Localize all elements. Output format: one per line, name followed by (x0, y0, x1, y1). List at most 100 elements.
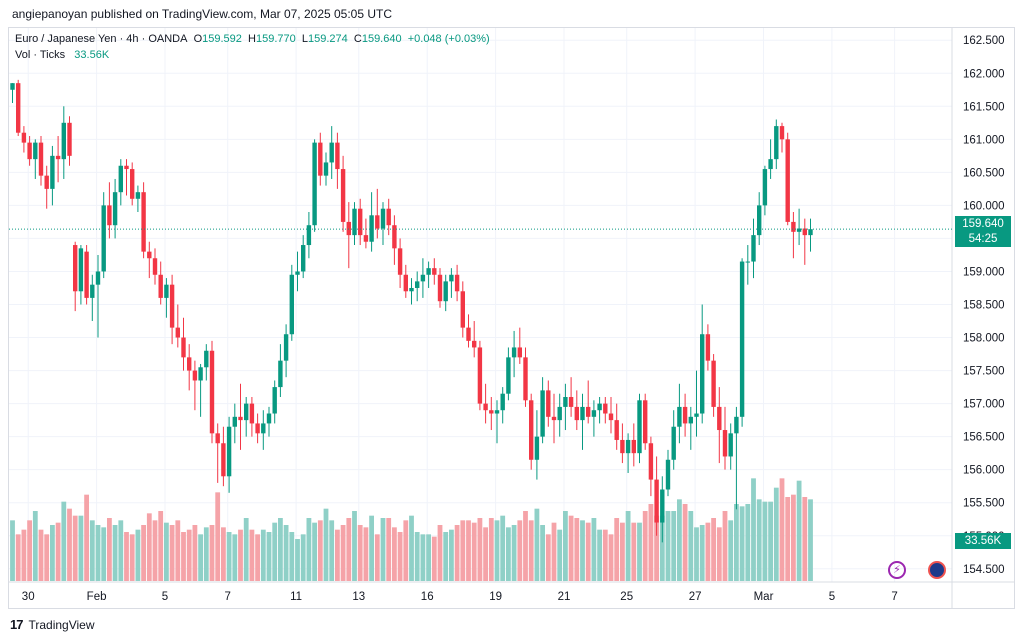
x-tick-label: Mar (754, 591, 774, 603)
candle-body (375, 215, 380, 229)
volume-bar (642, 511, 648, 581)
volume-bar (255, 534, 260, 581)
volume-bar (272, 522, 278, 581)
economic-calendar-icon[interactable] (928, 561, 946, 579)
volume-bar (403, 520, 409, 581)
volume-bar (84, 494, 89, 581)
volume-bar (722, 511, 728, 581)
candle-body (745, 261, 750, 263)
candle-body (107, 205, 112, 226)
volume-bar (232, 534, 238, 581)
volume-bar (460, 520, 466, 581)
volume-bar (55, 522, 61, 581)
candle-body (671, 426, 676, 460)
candle-body (226, 426, 232, 477)
candle-body (112, 192, 118, 226)
volume-bar (739, 506, 745, 581)
candle-body (586, 406, 591, 417)
y-tick-label: 157.500 (963, 366, 1005, 378)
candle-body (67, 122, 72, 156)
x-tick-label: 5 (829, 591, 835, 603)
volume-bar (768, 501, 773, 581)
candle-body (762, 169, 768, 206)
x-tick-label: 27 (689, 591, 702, 603)
candle-body (631, 439, 636, 454)
volume-bar (312, 522, 317, 581)
volume-bar (260, 529, 266, 581)
volume-bar (471, 522, 477, 581)
volume-bar (796, 480, 802, 581)
candle-body (27, 142, 32, 160)
candle-body (221, 443, 226, 477)
volume-bar (89, 520, 95, 581)
legend-close-label: C (353, 33, 362, 45)
lightning-icon[interactable]: ⚡ (888, 561, 906, 579)
y-tick-label: 160.000 (963, 200, 1005, 212)
candle-body (591, 410, 597, 417)
y-tick-label: 159.000 (963, 266, 1005, 278)
candle-body (301, 245, 306, 272)
volume-bar (27, 520, 32, 581)
candle-body (403, 274, 408, 292)
volume-bar (186, 529, 192, 581)
candle-body (392, 225, 397, 249)
candle-body (500, 393, 505, 411)
last-price-badge: 159.640 (955, 216, 1011, 232)
x-tick-label: 19 (489, 591, 502, 603)
volume-bar (585, 522, 591, 581)
volume-bar (756, 499, 762, 581)
volume-bar (808, 499, 813, 581)
candle-body (774, 126, 779, 160)
candle-body (283, 334, 289, 361)
volume-bar (665, 511, 671, 581)
volume-bar (158, 511, 164, 581)
volume-bar (72, 515, 78, 581)
legend-symbol: Euro / Japanese Yen · 4h · OANDA (15, 33, 188, 45)
volume-bar (50, 525, 55, 581)
volume-bar (631, 522, 637, 581)
candle-body (557, 406, 562, 421)
volume-bar (357, 525, 363, 581)
volume-bar (101, 527, 107, 581)
volume-bar (517, 520, 523, 581)
volume-bar (597, 529, 602, 581)
volume-bar (614, 518, 620, 581)
candle-body (717, 406, 722, 431)
y-tick-label: 162.500 (963, 35, 1005, 47)
volume-bar (203, 527, 209, 581)
candle-body (329, 142, 334, 163)
candle-body (483, 403, 488, 411)
volume-bar (568, 515, 574, 581)
candle-body (323, 162, 329, 176)
volume-bar (352, 511, 357, 581)
candle-body (739, 261, 745, 417)
candle-body (608, 413, 614, 421)
candle-body (101, 205, 106, 272)
candle-body (278, 360, 283, 388)
volume-bar (118, 520, 124, 581)
candle-body (722, 430, 728, 457)
candle-body (460, 291, 465, 328)
volume-bar (266, 532, 272, 581)
candle-body (55, 155, 61, 160)
candle-body (10, 83, 15, 90)
candle-body (580, 406, 585, 421)
volume-bar (198, 534, 203, 581)
volume-bar (654, 515, 659, 581)
candle-body (785, 139, 790, 222)
legend-high: 159.770 (255, 33, 296, 45)
x-tick-label: 7 (891, 591, 897, 603)
candle-body (688, 416, 693, 424)
volume-legend: Vol · Ticks 33.56K (15, 49, 109, 61)
candle-body (614, 420, 619, 440)
volume-bar (620, 522, 625, 581)
y-tick-label: 161.000 (963, 134, 1005, 146)
candle-body (551, 416, 557, 421)
candle-body (637, 400, 642, 454)
volume-bar (625, 511, 631, 581)
volume-bar (420, 534, 426, 581)
candle-body (181, 337, 186, 358)
candle-body (540, 390, 545, 437)
x-tick-label: 7 (224, 591, 230, 603)
